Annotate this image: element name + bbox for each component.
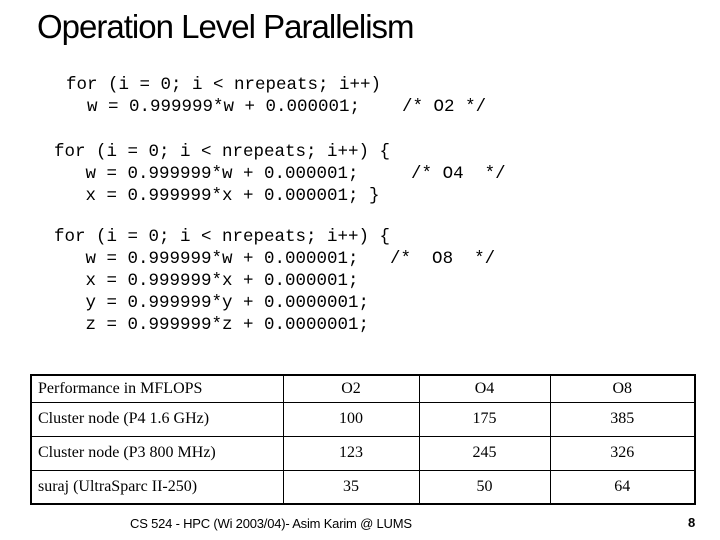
code-line: for (i = 0; i < nrepeats; i++) {: [54, 142, 391, 162]
row-label: Cluster node (P4 1.6 GHz): [30, 401, 284, 437]
cell-value: 35: [282, 469, 420, 505]
code-block-o2: for (i = 0; i < nrepeats; i++) w = 0.999…: [66, 74, 486, 118]
code-line: z = 0.999999*z + 0.0000001;: [54, 315, 370, 335]
table-header-o8: O8: [549, 374, 696, 403]
code-line: x = 0.999999*x + 0.000001; }: [54, 186, 380, 206]
code-line: for (i = 0; i < nrepeats; i++) {: [54, 227, 391, 247]
table-row: Cluster node (P3 800 MHz) 123 245 326: [30, 435, 696, 471]
cell-value: 50: [418, 469, 551, 505]
code-block-o8: for (i = 0; i < nrepeats; i++) { w = 0.9…: [54, 226, 495, 336]
row-label: Cluster node (P3 800 MHz): [30, 435, 284, 471]
cell-value: 326: [549, 435, 696, 471]
cell-value: 385: [549, 401, 696, 437]
performance-table: Performance in MFLOPS O2 O4 O8 Cluster n…: [30, 374, 696, 505]
table-header-o2: O2: [282, 374, 420, 403]
code-block-o4: for (i = 0; i < nrepeats; i++) { w = 0.9…: [54, 141, 506, 207]
table-row: Cluster node (P4 1.6 GHz) 100 175 385: [30, 401, 696, 437]
cell-value: 64: [549, 469, 696, 505]
page-number: 8: [688, 515, 696, 530]
table-header-o4: O4: [418, 374, 551, 403]
cell-value: 175: [418, 401, 551, 437]
code-line: for (i = 0; i < nrepeats; i++): [66, 75, 382, 95]
code-line: x = 0.999999*x + 0.000001;: [54, 271, 359, 291]
table-header-label: Performance in MFLOPS: [30, 374, 284, 403]
cell-value: 245: [418, 435, 551, 471]
footer-text: CS 524 - HPC (Wi 2003/04)- Asim Karim @ …: [130, 516, 412, 531]
table-header-row: Performance in MFLOPS O2 O4 O8: [30, 374, 696, 403]
code-line: w = 0.999999*w + 0.000001; /* O2 */: [66, 97, 487, 117]
row-label: suraj (UltraSparc II-250): [30, 469, 284, 505]
cell-value: 123: [282, 435, 420, 471]
cell-value: 100: [282, 401, 420, 437]
code-line: w = 0.999999*w + 0.000001; /* O4 */: [54, 164, 506, 184]
code-line: w = 0.999999*w + 0.000001; /* O8 */: [54, 249, 496, 269]
code-line: y = 0.999999*y + 0.0000001;: [54, 293, 370, 313]
slide-title: Operation Level Parallelism: [37, 8, 415, 45]
table-row: suraj (UltraSparc II-250) 35 50 64: [30, 469, 696, 505]
